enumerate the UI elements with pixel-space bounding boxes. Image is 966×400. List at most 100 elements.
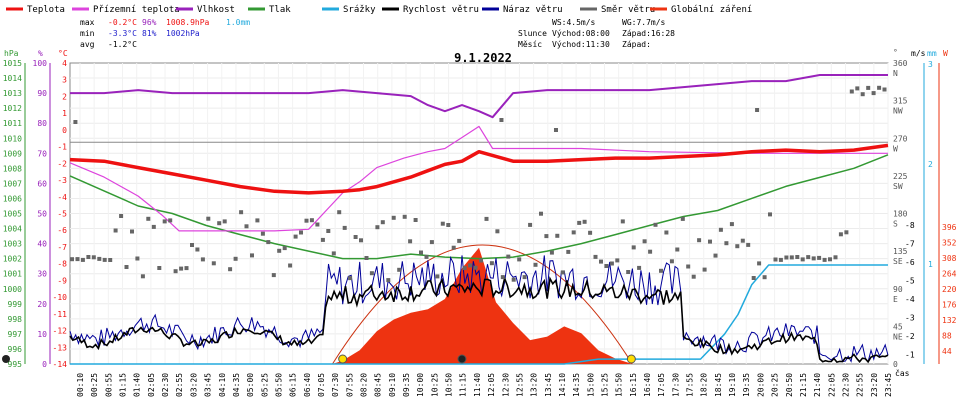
dir-axis-label: N (893, 69, 898, 78)
dir-axis-tick: 225 (893, 172, 908, 181)
solar-axis-tick: 352 (942, 239, 957, 248)
legend-label: Teplota (27, 5, 65, 15)
dir-axis-tick: 360 (893, 59, 908, 68)
hpa-axis-tick: 1009 (3, 149, 22, 158)
wind-direction-mark (408, 239, 413, 244)
wind-unit: m/s (911, 49, 926, 58)
hpa-axis-tick: 1000 (3, 285, 22, 294)
wind-direction-mark (457, 238, 462, 243)
x-tick-label: 10:25 (430, 373, 439, 397)
x-tick-label: 20:25 (771, 373, 780, 397)
x-tick-label: 00:25 (90, 373, 99, 397)
chart-grid (69, 62, 889, 365)
x-tick-label: 04:10 (218, 373, 227, 397)
wind-direction-mark (609, 261, 614, 266)
hpa-axis-tick: 1014 (3, 74, 22, 83)
x-tick-label: 12:05 (487, 373, 496, 397)
x-tick-label: 20:50 (785, 373, 794, 397)
x-tick-label: 05:00 (246, 373, 255, 397)
x-tick-label: 15:25 (600, 373, 609, 397)
wind-direction-mark (135, 256, 140, 261)
wind-direction-mark (708, 239, 712, 244)
wind-direction-mark (626, 270, 631, 274)
x-tick-label: 14:35 (572, 373, 581, 397)
wind-direction-mark (479, 258, 483, 263)
legend-label: Vlhkost (197, 5, 235, 15)
wind-direction-mark (239, 210, 244, 215)
wind-direction-mark (250, 253, 254, 258)
wind-direction-mark (833, 255, 838, 260)
solar-axis-tick: 88 (942, 332, 952, 341)
wind-direction-mark (844, 230, 849, 235)
wind-direction-mark (871, 91, 876, 96)
x-unit: čas (895, 368, 910, 378)
rain-axis-tick: -2 (905, 332, 915, 341)
pct-unit: % (38, 49, 43, 58)
hpa-axis-tick: 995 (8, 360, 23, 369)
legend-label: Srážky (343, 5, 376, 15)
temp-axis-tick: -6 (57, 226, 67, 235)
wind-direction-mark (168, 218, 173, 223)
solar-axis-tick: 44 (942, 347, 952, 356)
wind-direction-mark (277, 248, 282, 253)
wind-direction-mark (795, 255, 800, 259)
pct-axis-tick: 100 (33, 59, 48, 68)
wind-direction-mark (424, 254, 429, 259)
hpa-axis-tick: 998 (8, 315, 23, 324)
stats-min-temp: -3.3°C (108, 29, 137, 38)
x-tick-label: 17:30 (671, 373, 680, 397)
wind-direction-mark (615, 258, 620, 263)
rain-unit: mm (927, 49, 937, 58)
wind-direction-mark (500, 275, 505, 280)
temp-axis-tick: -4 (57, 193, 67, 202)
dir-axis-tick: 135 (893, 247, 908, 256)
legend-label: Globální záření (671, 5, 752, 15)
info-slunce-label: Slunce (518, 29, 547, 38)
x-tick-label: 23:45 (884, 373, 893, 397)
x-tick-label: 18:20 (700, 373, 709, 397)
wind-direction-mark (299, 230, 303, 235)
wind-direction-mark (517, 257, 522, 262)
wind-direction-mark (571, 230, 576, 235)
temp-axis-tick: -2 (57, 159, 67, 168)
temp-unit: °C (58, 49, 68, 58)
stats-panel: max -0.2°C 96% 1008.9hPa 1.0mm min -3.3°… (80, 18, 250, 49)
moon-marker-left (2, 355, 10, 363)
rain-axis-tick: -3 (905, 314, 915, 323)
rain-axis-tick: -4 (905, 295, 915, 304)
x-tick-label: 07:05 (317, 373, 326, 397)
wind-direction-mark (342, 225, 347, 230)
chart-title: 9.1.2022 (454, 51, 512, 65)
wind-direction-mark (293, 234, 298, 239)
stats-max-label: max (80, 18, 95, 27)
info-panel: WS:4.5m/s WG:7.7m/s Slunce Východ:08:00 … (518, 18, 675, 49)
wind-direction-mark (735, 244, 740, 249)
wind-direction-mark (828, 257, 832, 262)
wind-direction-mark (702, 267, 707, 272)
wind-direction-mark (686, 264, 691, 269)
x-tick-label: 17:05 (657, 373, 666, 397)
rain-axis-tick: -6 (905, 258, 915, 267)
temp-axis-tick: -7 (57, 243, 67, 252)
legend-label: Tlak (269, 5, 291, 15)
wind-direction-mark (877, 85, 882, 90)
info-wg: WG:7.7m/s (622, 18, 666, 27)
x-tick-label: 01:40 (133, 373, 142, 397)
wind-direction-mark (669, 259, 674, 264)
x-tick-label: 04:35 (232, 373, 241, 397)
x-tick-label: 02:05 (147, 373, 156, 397)
dir-axis-tick: 0 (893, 360, 898, 369)
wind-direction-mark (429, 240, 434, 245)
dir-axis-label: SW (893, 182, 903, 191)
wind-direction-mark (566, 249, 571, 254)
wind-direction-mark (331, 251, 336, 256)
wind-direction-mark (179, 266, 184, 271)
info-mesic-rise: Východ:11:30 (552, 40, 610, 49)
temp-axis-tick: -1 (57, 143, 67, 152)
stats-min-hum: 81% (142, 29, 157, 38)
wind-direction-mark (364, 256, 369, 260)
wind-direction-mark (190, 243, 194, 247)
x-tick-label: 10:00 (416, 373, 425, 397)
wind-direction-mark (206, 216, 211, 221)
